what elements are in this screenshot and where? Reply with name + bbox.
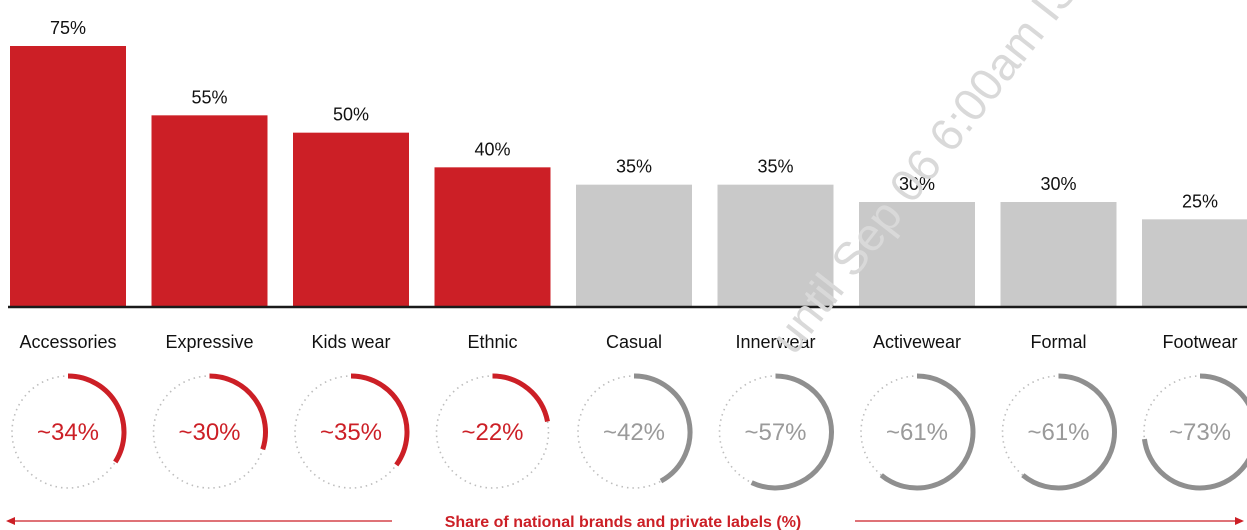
bar-value-label: 25% [1182,191,1218,211]
bar-ethnic [434,167,551,306]
gauge-arc [750,373,834,491]
bar-value-label: 55% [191,87,227,107]
gauge-group: ~34% ~30% ~35% ~22% ~42% ~57% ~61% ~61% ~73% [11,373,1247,491]
gauge-label: ~42% [603,419,665,446]
bar-innerwear [717,184,834,306]
bar-formal [1000,202,1117,306]
bar-value-label: 75% [50,18,86,38]
gauge-track [435,375,550,489]
gauge-arc [209,373,268,451]
gauge-arc [492,373,550,423]
bar-group [10,46,1247,306]
category-label: Kids wear [311,332,390,352]
category-label: Ethnic [467,332,517,352]
category-label-group: Accessories Expressive Kids wear Ethnic Casu… [19,332,1237,352]
gauge-arc [1141,373,1247,491]
gauge-label: ~57% [744,419,806,446]
bar-accessories [10,46,126,306]
gauge-arc [350,373,410,467]
gauge-arc [67,373,127,464]
bar-value-label: 50% [333,105,369,125]
bar-footwear [1142,219,1247,306]
arrow-head-right [1235,517,1244,525]
bar-value-label: 35% [757,157,793,177]
bar-expressive [151,115,268,306]
value-label-group: 75% 55% 50% 40% 35% 35% 30% 30% 25% [50,18,1218,211]
bar-value-label: 30% [1040,174,1076,194]
bar-value-label: 35% [616,157,652,177]
category-label: Formal [1030,332,1086,352]
bar-casual [576,184,692,306]
gauge-arc [633,373,693,484]
gauge-label: ~30% [178,419,240,446]
category-label: Accessories [19,332,116,352]
category-label: Innerwear [735,332,815,352]
bar-activewear [859,202,975,306]
gauge-label: ~22% [461,419,523,446]
category-label: Casual [606,332,662,352]
footer-arrow: Share of national brands and private lab… [6,514,1244,530]
gauge-label: ~61% [1027,419,1089,446]
gauge-arc [1021,373,1117,491]
gauge-label: ~34% [37,419,99,446]
gauge-label: ~61% [886,419,948,446]
gauge-label: ~35% [320,419,382,446]
category-label: Footwear [1162,332,1237,352]
bar-value-label: 30% [899,174,935,194]
bar-value-label: 40% [474,139,510,159]
category-label: Expressive [165,332,253,352]
category-label: Activewear [873,332,961,352]
bar-kids-wear [293,132,409,306]
gauge-label: ~73% [1169,419,1231,446]
arrow-head-left [6,517,15,525]
gauge-arc [879,373,976,491]
footer-label: Share of national brands and private lab… [445,514,802,530]
